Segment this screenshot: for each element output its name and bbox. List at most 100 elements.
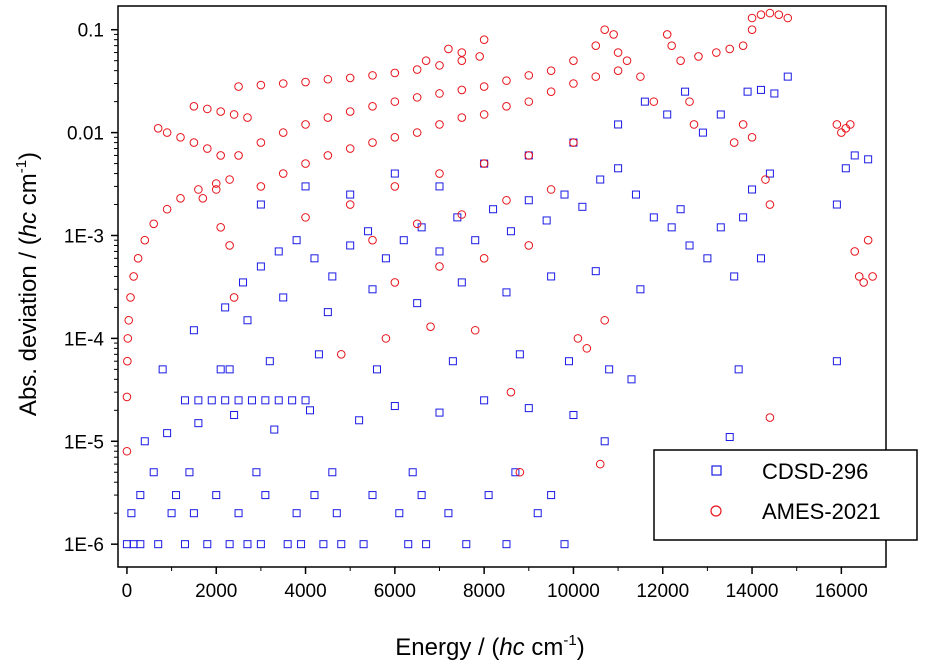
data-point [122, 446, 132, 456]
legend-label-ames-2021: AMES-2021 [762, 499, 881, 524]
data-point [216, 107, 225, 116]
data-point [738, 41, 748, 50]
data-point [149, 468, 158, 477]
data-point [301, 182, 310, 191]
data-point [185, 468, 194, 477]
data-point [600, 25, 609, 35]
data-point [421, 56, 431, 65]
data-point [345, 200, 355, 209]
data-point [457, 56, 467, 65]
data-point [841, 164, 850, 173]
data-point [515, 467, 525, 477]
data-point [649, 97, 659, 106]
data-point [355, 416, 364, 425]
data-point [234, 509, 243, 518]
data-point [863, 235, 873, 245]
data-point [194, 419, 203, 428]
data-point [390, 402, 399, 411]
data-point [336, 350, 346, 359]
series-ames-2021 [122, 8, 877, 477]
data-point [314, 350, 323, 359]
data-point [435, 120, 444, 129]
data-point [435, 262, 444, 271]
data-point [256, 138, 266, 147]
data-point [229, 293, 239, 302]
data-point [390, 278, 400, 287]
data-point [614, 120, 623, 129]
data-point [783, 13, 793, 23]
data-point [676, 205, 685, 214]
data-point [167, 509, 176, 518]
data-point [832, 357, 841, 366]
data-point [123, 334, 133, 343]
data-point [323, 74, 333, 84]
data-point [564, 357, 573, 366]
data-point [368, 71, 377, 80]
data-point [435, 169, 444, 178]
data-point [162, 128, 172, 137]
data-point [627, 375, 636, 384]
data-point [243, 540, 252, 549]
data-point [368, 491, 377, 500]
data-point [301, 120, 310, 129]
data-point [462, 540, 471, 549]
data-point [457, 48, 467, 57]
data-point [457, 85, 467, 95]
data-point [765, 169, 774, 178]
data-point [663, 110, 672, 119]
data-point [243, 113, 252, 122]
data-point [328, 272, 337, 281]
data-point [479, 110, 489, 119]
data-point [306, 406, 314, 415]
plot-area [122, 8, 877, 549]
data-point [457, 210, 467, 219]
data-point [600, 315, 609, 325]
data-point [189, 138, 199, 147]
x-tick-label: 0 [122, 581, 133, 602]
data-point [412, 219, 422, 229]
data-point [681, 87, 690, 96]
data-point [591, 41, 601, 50]
data-point [725, 433, 734, 442]
data-point [216, 223, 225, 232]
data-point [256, 200, 265, 209]
data-point [524, 196, 533, 205]
data-point [278, 79, 288, 88]
data-point [158, 365, 167, 374]
data-point [221, 303, 230, 312]
data-point [636, 72, 645, 81]
data-point [301, 77, 310, 87]
data-point [613, 66, 623, 75]
data-point [395, 509, 404, 518]
data-point [591, 72, 601, 81]
data-point [747, 133, 757, 142]
data-point [484, 491, 493, 500]
data-point [756, 254, 765, 263]
data-point [832, 200, 841, 209]
data-point [133, 254, 143, 263]
data-point [368, 102, 377, 111]
data-point [381, 254, 390, 263]
data-point [506, 227, 515, 236]
data-point [542, 216, 551, 225]
data-point [426, 322, 435, 331]
y-tick-label: 1E-5 [64, 432, 104, 453]
data-point [346, 190, 355, 199]
data-point [216, 151, 225, 160]
data-point [662, 30, 672, 39]
data-point [189, 102, 199, 111]
data-point [524, 151, 534, 160]
legend-box [653, 449, 918, 541]
data-point [323, 113, 333, 122]
data-point [676, 56, 685, 65]
data-point [448, 357, 457, 366]
data-point [730, 272, 739, 281]
data-point [390, 169, 399, 178]
data-point [582, 344, 592, 353]
data-point [234, 82, 243, 91]
data-point [301, 159, 310, 168]
data-point [569, 411, 578, 420]
data-point [685, 241, 694, 250]
data-point [301, 213, 310, 222]
data-point [390, 133, 400, 142]
